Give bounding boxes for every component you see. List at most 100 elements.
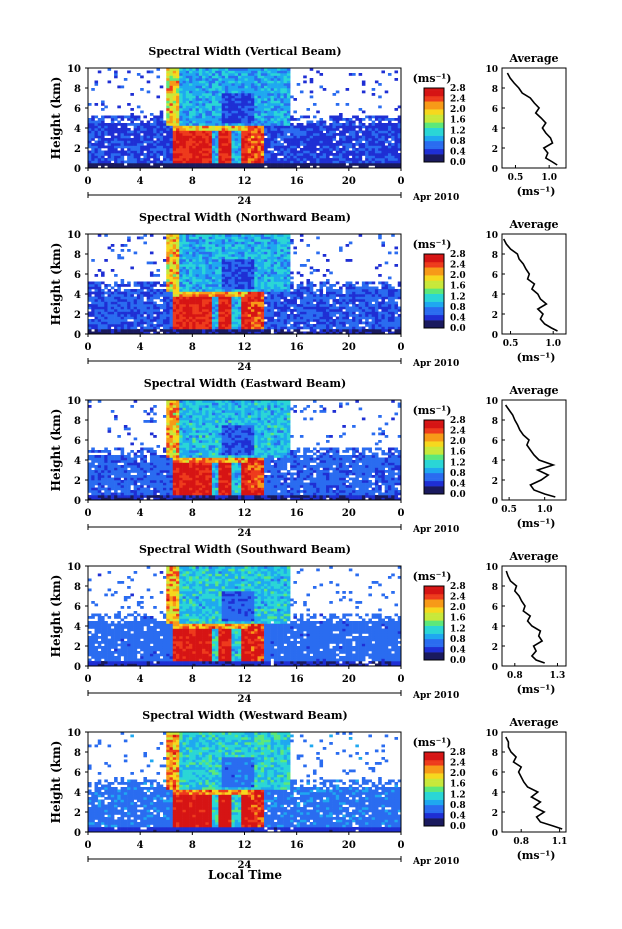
heatmap-cell	[117, 291, 121, 295]
heatmap-cell	[228, 90, 232, 94]
heatmap-cell	[185, 306, 190, 310]
heatmap-cell	[185, 123, 190, 126]
heatmap-cell	[218, 314, 222, 317]
heatmap-cell	[215, 239, 219, 242]
heatmap-cell	[299, 123, 304, 126]
heatmap-cell	[228, 314, 232, 317]
heatmap-cell	[114, 296, 118, 300]
heatmap-cell	[133, 130, 138, 134]
heatmap-cell	[107, 301, 112, 305]
heatmap-cell	[205, 251, 209, 255]
heatmap-cell	[176, 316, 180, 320]
heatmap-cell	[303, 143, 307, 146]
heatmap-cell	[257, 286, 262, 290]
heatmap-cell	[264, 130, 268, 134]
heatmap-cell	[244, 160, 249, 164]
heatmap-cell	[215, 244, 219, 247]
heatmap-cell	[133, 331, 138, 335]
heatmap-cell	[270, 309, 275, 312]
heatmap-cell	[146, 165, 151, 169]
heatmap-cell	[247, 108, 252, 111]
heatmap-cell	[257, 294, 262, 297]
heatmap-cell	[309, 299, 314, 302]
heatmap-cell	[143, 138, 147, 141]
heatmap-cell	[267, 133, 271, 136]
heatmap-cell	[374, 138, 379, 141]
heatmap-cell	[215, 311, 219, 315]
heatmap-cell	[127, 239, 131, 242]
heatmap-cell	[88, 326, 92, 330]
heatmap-cell	[218, 324, 222, 327]
heatmap-cell	[260, 148, 265, 151]
heatmap-cell	[198, 73, 203, 76]
heatmap-cell	[215, 155, 219, 159]
heatmap-cell	[244, 319, 249, 322]
heatmap-cell	[247, 80, 252, 84]
heatmap-cell	[143, 140, 147, 144]
heatmap-cell	[264, 316, 268, 320]
heatmap-cell	[224, 155, 229, 159]
heatmap-cell	[283, 163, 288, 166]
heatmap-cell	[264, 259, 268, 262]
heatmap-cell	[120, 299, 125, 302]
heatmap-cell	[234, 264, 239, 267]
heatmap-cell	[202, 138, 206, 141]
heatmap-cell	[189, 314, 193, 317]
heatmap-cell	[120, 160, 125, 164]
heatmap-cell	[234, 110, 239, 114]
heatmap-cell	[136, 150, 141, 154]
heatmap-cell	[384, 133, 389, 136]
heatmap-cell	[277, 123, 281, 126]
heatmap-cell	[166, 234, 170, 237]
heatmap-cell	[117, 150, 121, 154]
heatmap-cell	[237, 286, 242, 290]
heatmap-cell	[189, 158, 193, 161]
heatmap-cell	[241, 284, 245, 287]
heatmap-cell	[172, 143, 177, 146]
heatmap-cell	[120, 316, 125, 320]
heatmap-cell	[94, 331, 99, 335]
heatmap-cell	[198, 115, 203, 119]
heatmap-cell	[159, 125, 164, 129]
heatmap-cell	[136, 331, 141, 335]
heatmap-cell	[231, 80, 236, 84]
heatmap-cell	[143, 125, 147, 129]
heatmap-cell	[218, 296, 222, 300]
heatmap-cell	[221, 279, 226, 282]
heatmap-cell	[208, 316, 213, 320]
heatmap-cell	[169, 251, 174, 255]
heatmap-cell	[247, 286, 252, 290]
heatmap-cell	[140, 301, 144, 305]
heatmap-cell	[280, 150, 284, 154]
heatmap-cell	[162, 291, 167, 295]
heatmap-cell	[283, 236, 288, 240]
heatmap-cell	[101, 326, 105, 330]
heatmap-cell	[224, 284, 229, 287]
heatmap-cell	[114, 316, 118, 320]
heatmap-cell	[283, 306, 288, 310]
heatmap-cell	[218, 306, 222, 310]
heatmap-cell	[228, 73, 232, 76]
heatmap-cell	[228, 125, 232, 129]
heatmap-cell	[208, 266, 213, 270]
heatmap-cell	[192, 148, 196, 151]
heatmap-cell	[172, 93, 177, 96]
heatmap-cell	[228, 274, 232, 277]
heatmap-cell	[257, 316, 262, 320]
heatmap-cell	[378, 125, 382, 129]
heatmap-cell	[290, 130, 294, 134]
heatmap-cell	[140, 145, 144, 149]
heatmap-cell	[205, 291, 209, 295]
heatmap-cell	[218, 125, 222, 129]
heatmap-cell	[329, 115, 333, 119]
heatmap-cell	[326, 163, 330, 166]
heatmap-cell	[208, 261, 213, 265]
heatmap-cell	[215, 75, 219, 79]
heatmap-cell	[202, 286, 206, 290]
heatmap-cell	[176, 100, 180, 104]
heatmap-cell	[195, 163, 200, 166]
heatmap-cell	[280, 138, 284, 141]
heatmap-cell	[316, 236, 320, 240]
heatmap-cell	[273, 234, 278, 237]
heatmap-cell	[189, 133, 193, 136]
